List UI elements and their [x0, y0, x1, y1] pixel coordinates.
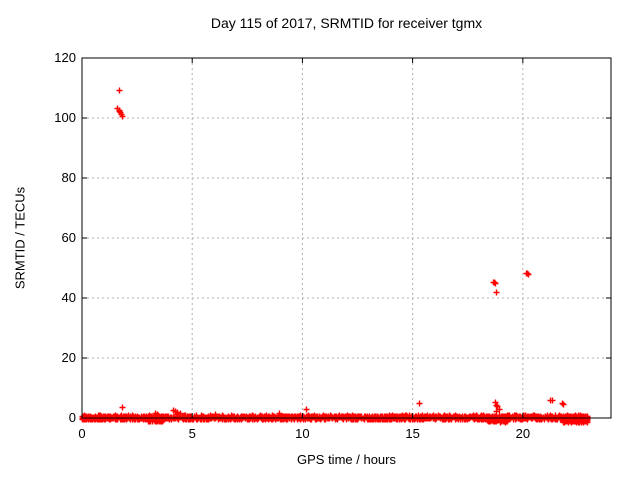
x-tick-label: 10: [295, 426, 310, 441]
y-tick-label: 120: [54, 50, 76, 65]
grid-lines: [82, 58, 611, 418]
x-tick-label: 5: [188, 426, 196, 441]
data-points: [79, 87, 591, 426]
axis-frame: [81, 57, 612, 419]
x-axis-label: GPS time / hours: [297, 452, 396, 467]
x-tick-label: 0: [78, 426, 86, 441]
x-tick-label: 20: [515, 426, 531, 441]
y-tick-label: 60: [61, 230, 76, 245]
chart-title: Day 115 of 2017, SRMTID for receiver tgm…: [210, 15, 483, 31]
y-tick-label: 20: [61, 350, 76, 365]
y-tick-label: 40: [61, 290, 76, 305]
y-tick-label: 80: [61, 170, 76, 185]
y-tick-label: 0: [68, 410, 76, 425]
x-tick-label: 15: [405, 426, 420, 441]
y-tick-label: 100: [54, 110, 76, 125]
